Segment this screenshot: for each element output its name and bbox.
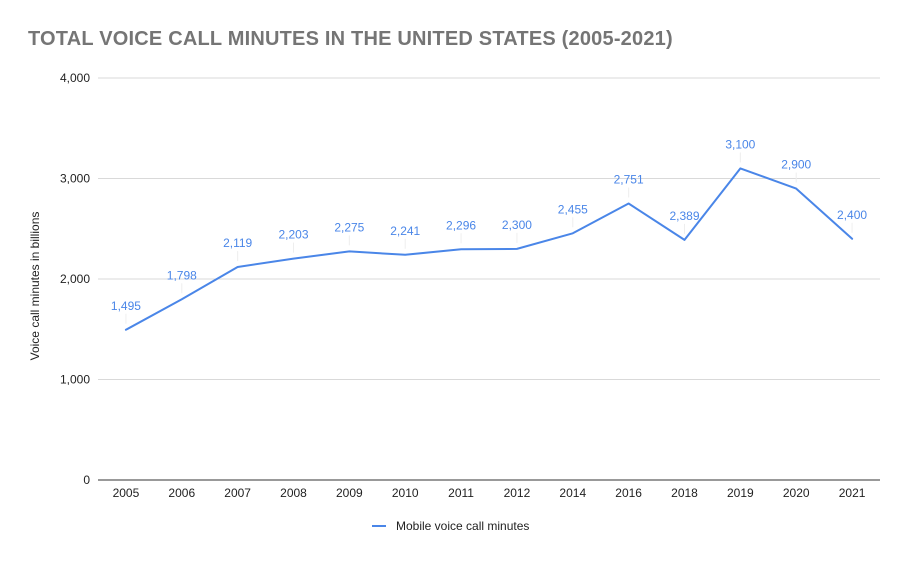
series-line — [124, 167, 854, 331]
data-label: 2,241 — [390, 224, 420, 238]
data-label: 2,275 — [334, 220, 364, 234]
series-layer — [124, 167, 854, 331]
x-tick-label: 2016 — [615, 486, 642, 500]
data-label: 2,900 — [781, 158, 811, 172]
x-tick-label: 2012 — [504, 486, 531, 500]
data-label: 3,100 — [725, 137, 755, 151]
y-tick-label: 0 — [83, 473, 90, 487]
data-labels: 1,495 1,798 2,119 2,203 2,275 2,241 2,296 2,300… — [111, 137, 867, 324]
x-tick-label: 2009 — [336, 486, 363, 500]
data-label: 2,300 — [502, 218, 532, 232]
data-label: 1,495 — [111, 299, 141, 313]
data-label: 2,203 — [278, 228, 308, 242]
legend: Mobile voice call minutes — [372, 519, 529, 533]
x-tick-label: 2019 — [727, 486, 754, 500]
y-axis-label: Voice call minutes in billions — [28, 212, 42, 361]
data-label: 2,296 — [446, 218, 476, 232]
y-tick-label: 4,000 — [60, 71, 90, 85]
y-axis-tick-labels: 0 1,000 2,000 3,000 4,000 — [60, 71, 90, 487]
x-tick-label: 2008 — [280, 486, 307, 500]
x-tick-label: 2021 — [839, 486, 866, 500]
x-axis-tick-labels: 2005 2006 2007 2008 2009 2010 2011 2012 2014 2016… — [113, 486, 866, 500]
chart-title: TOTAL VOICE CALL MINUTES IN THE UNITED S… — [28, 28, 673, 50]
data-label: 2,400 — [837, 208, 867, 222]
y-tick-label: 2,000 — [60, 272, 90, 286]
x-tick-label: 2010 — [392, 486, 419, 500]
data-label: 2,119 — [223, 236, 252, 250]
y-tick-label: 3,000 — [60, 172, 90, 186]
x-tick-label: 2006 — [168, 486, 195, 500]
x-tick-label: 2018 — [671, 486, 698, 500]
data-label: 2,751 — [614, 173, 644, 187]
gridlines — [98, 77, 880, 481]
x-tick-label: 2005 — [113, 486, 140, 500]
x-tick-label: 2014 — [559, 486, 586, 500]
data-label: 2,455 — [558, 202, 588, 216]
y-tick-label: 1,000 — [60, 373, 90, 387]
x-tick-label: 2011 — [448, 486, 474, 500]
data-label: 1,798 — [167, 268, 197, 282]
legend-item-label: Mobile voice call minutes — [396, 519, 529, 533]
data-label: 2,389 — [669, 209, 699, 223]
x-tick-label: 2020 — [783, 486, 810, 500]
x-tick-label: 2007 — [224, 486, 251, 500]
